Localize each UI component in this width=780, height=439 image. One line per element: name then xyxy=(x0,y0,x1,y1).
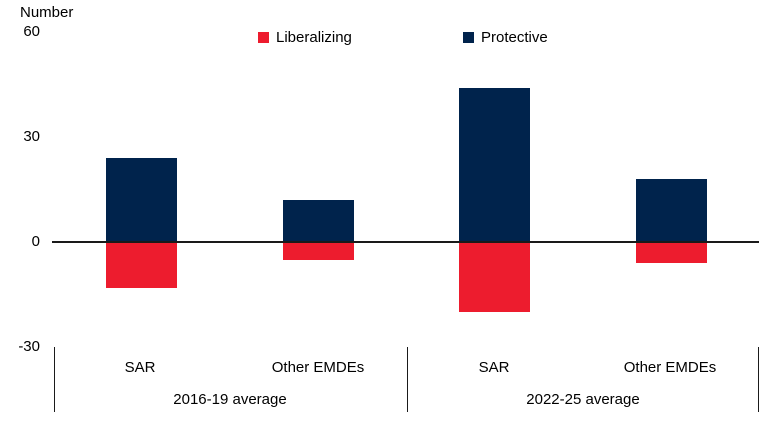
category-label-1: Other EMDEs xyxy=(271,359,365,376)
y-tick-label-60: 60 xyxy=(23,23,40,40)
category-label-0: SAR xyxy=(124,359,156,376)
y-tick-label-0: 0 xyxy=(31,233,40,250)
axis-divider-1 xyxy=(407,347,408,412)
category-label-2: SAR xyxy=(478,359,510,376)
group-label-0: 2016-19 average xyxy=(173,391,287,408)
legend-swatch-liberalizing xyxy=(258,32,269,43)
axis-divider-2 xyxy=(758,347,759,412)
axis-divider-0 xyxy=(54,347,55,412)
legend-item-protective: Protective xyxy=(463,29,548,46)
bar-liberalizing-1 xyxy=(283,242,354,260)
category-label-3: Other EMDEs xyxy=(623,359,717,376)
legend-label-protective: Protective xyxy=(481,29,548,46)
bar-liberalizing-3 xyxy=(636,242,707,263)
bar-protective-0 xyxy=(106,158,177,242)
bar-liberalizing-2 xyxy=(459,242,530,312)
y-tick-label--30: -30 xyxy=(18,338,40,355)
legend-label-liberalizing: Liberalizing xyxy=(276,29,352,46)
bar-protective-1 xyxy=(283,200,354,242)
bar-protective-2 xyxy=(459,88,530,242)
group-label-1: 2022-25 average xyxy=(526,391,640,408)
zero-axis-line xyxy=(52,241,759,243)
y-axis-title: Number xyxy=(20,4,74,21)
bar-protective-3 xyxy=(636,179,707,242)
bar-liberalizing-0 xyxy=(106,242,177,288)
legend-item-liberalizing: Liberalizing xyxy=(258,29,352,46)
legend-swatch-protective xyxy=(463,32,474,43)
y-tick-label-30: 30 xyxy=(23,128,40,145)
